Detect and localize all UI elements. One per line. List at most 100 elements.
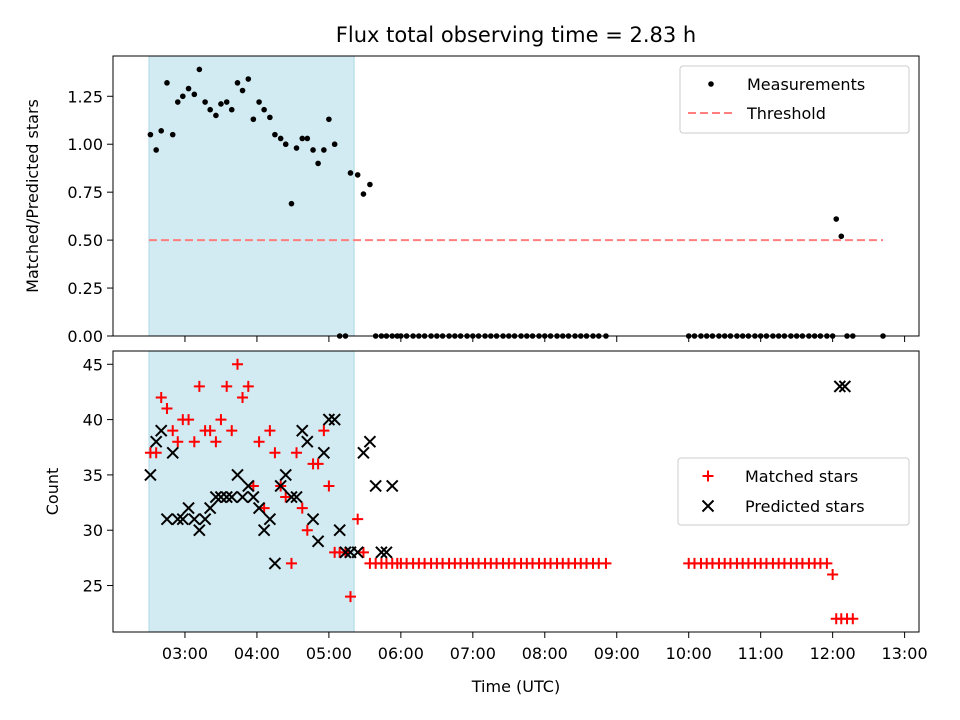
predicted-star-point — [317, 446, 331, 459]
bottom-x-axis: 03:00 04:00 05:00 06:00 07:00 08:00 09:00 10:00… — [162, 632, 928, 663]
measurement-point — [180, 93, 186, 100]
predicted-star-point — [214, 490, 228, 504]
predicted-star-point — [166, 446, 179, 459]
matched-star-point — [215, 414, 227, 426]
matched-star-point — [357, 546, 369, 558]
predicted-star-point — [247, 490, 260, 504]
top-y-tick-label: 0.75 — [67, 183, 103, 202]
bottom-x-tick-label: 05:00 — [306, 644, 352, 663]
matched-star-point — [167, 425, 179, 437]
measurement-point — [239, 87, 246, 94]
matched-star-point — [204, 425, 216, 437]
measurement-point — [304, 135, 311, 142]
bottom-x-tick-label: 06:00 — [378, 644, 424, 663]
predicted-stars-series — [144, 380, 852, 570]
matched-star-point — [172, 436, 184, 448]
top-y-tick-label: 0.25 — [67, 279, 103, 298]
top-legend: Measurements Threshold — [679, 65, 910, 134]
bottom-y-tick-label: 25 — [83, 577, 103, 596]
measurement-point — [315, 160, 321, 167]
bottom-x-tick-label: 10:00 — [666, 644, 712, 663]
predicted-star-point — [290, 490, 303, 504]
top-plot-area — [112, 55, 920, 337]
predicted-star-point — [160, 512, 174, 526]
matched-star-point — [285, 557, 297, 569]
matched-star-point — [323, 480, 335, 492]
chart-title: Flux total observing time = 2.83 h — [336, 23, 696, 47]
predicted-star-point — [375, 546, 388, 559]
top-y-tick-label: 0.50 — [67, 231, 103, 250]
measurement-point — [202, 99, 208, 105]
predicted-star-point — [268, 557, 282, 570]
measurement-point — [191, 91, 198, 98]
measurement-point — [267, 114, 273, 121]
legend-predicted-cross — [701, 499, 715, 513]
matched-star-point — [600, 557, 612, 569]
bottom-panel: 25 30 35 40 45 03:00 04:00 05:00 06:00 07:00 08:0… — [43, 351, 928, 696]
bottom-legend: Matched stars Predicted stars — [677, 457, 910, 526]
matched-star-point — [193, 380, 205, 392]
matched-star-point — [301, 524, 313, 536]
measurement-point — [250, 116, 257, 123]
measurement-point — [277, 135, 284, 142]
measurement-point — [169, 131, 176, 138]
predicted-star-point — [193, 524, 206, 537]
measurement-point — [223, 99, 230, 105]
matched-star-point — [269, 447, 281, 459]
legend-measurements-marker — [708, 81, 714, 87]
top-x-axis-ticks — [184, 336, 906, 342]
predicted-star-point — [369, 479, 382, 493]
measurement-point — [326, 116, 332, 123]
predicted-star-point — [257, 524, 271, 537]
bottom-x-tick-label: 07:00 — [450, 644, 496, 663]
measurement-point — [360, 191, 367, 197]
measurement-point — [218, 101, 224, 107]
matched-star-point — [827, 568, 839, 580]
matched-star-point — [210, 436, 222, 448]
predicted-star-point — [339, 546, 352, 559]
predicted-star-point — [279, 468, 292, 482]
predicted-star-point — [838, 380, 852, 393]
predicted-star-point — [220, 490, 233, 504]
legend-matched-plus — [702, 470, 714, 482]
top-y-tick-label: 0.00 — [67, 327, 103, 346]
matched-star-point — [161, 403, 173, 415]
legend-measurements-label: Measurements — [747, 75, 865, 94]
measurement-point — [196, 66, 203, 73]
measurement-point — [185, 85, 192, 92]
bottom-y-tick-label: 45 — [83, 355, 103, 374]
measurement-point — [310, 147, 316, 153]
bottom-x-tick-label: 03:00 — [162, 644, 208, 663]
bottom-y-axis: 25 30 35 40 45 — [83, 355, 113, 596]
predicted-star-point — [386, 479, 399, 493]
measurement-point — [164, 80, 170, 86]
predicted-star-point — [274, 479, 287, 493]
predicted-star-point — [311, 535, 325, 548]
matched-star-point — [253, 436, 265, 448]
matched-star-point — [821, 557, 833, 569]
top-y-tick-label: 1.00 — [67, 135, 103, 154]
measurement-point — [282, 141, 289, 148]
measurement-point — [354, 172, 361, 178]
top-y-axis: 0.00 0.25 0.50 0.75 1.00 1.25 — [67, 87, 113, 346]
measurement-point — [331, 141, 338, 148]
matched-star-point — [188, 436, 200, 448]
top-panel: 0.00 0.25 0.50 0.75 1.00 1.25 Matched/Predict… — [23, 55, 920, 346]
top-y-tick-label: 1.25 — [67, 87, 103, 106]
predicted-star-point — [182, 501, 195, 515]
predicted-star-point — [171, 512, 184, 526]
predicted-star-point — [363, 435, 377, 448]
predicted-star-point — [252, 501, 266, 515]
matched-star-point — [264, 425, 276, 437]
bottom-plot-area — [112, 350, 920, 633]
legend-predicted-marker — [701, 499, 715, 513]
matched-star-point — [183, 414, 195, 426]
measurement-point — [299, 135, 306, 142]
measurement-point — [256, 99, 262, 105]
matched-star-point — [344, 591, 356, 603]
predicted-star-point — [306, 512, 320, 526]
measurement-point — [147, 131, 154, 138]
measurement-point — [272, 131, 278, 138]
predicted-star-point — [144, 468, 157, 482]
predicted-star-point — [188, 512, 201, 526]
